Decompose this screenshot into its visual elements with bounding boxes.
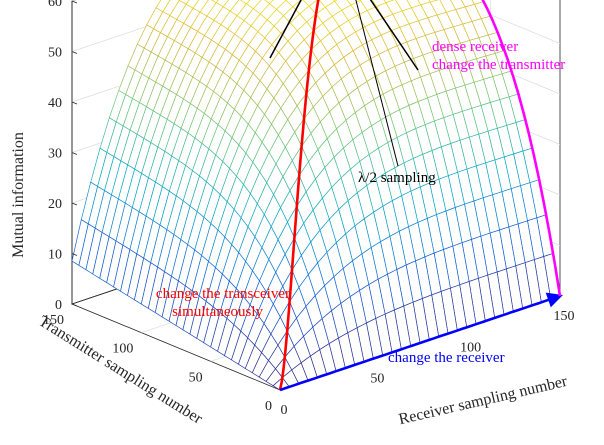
y-tick-label: 50 [189, 370, 203, 385]
z-tick-label: 10 [48, 248, 62, 263]
x-tick-label: 150 [554, 309, 575, 324]
z-tick-mark [71, 152, 78, 155]
series-curve-2 [279, 292, 563, 392]
z-tick-mark [71, 202, 78, 206]
z-tick-label: 20 [48, 197, 62, 212]
series-curve-1 [278, 0, 320, 391]
x-axis-label: Receiver sampling number [397, 373, 569, 428]
y-tick-label: 150 [43, 313, 64, 328]
annotation-4: change the receiver [388, 350, 505, 366]
z-tick-label: 0 [55, 298, 62, 313]
z-tick-label: 30 [48, 147, 62, 162]
sampling-line-2 [369, 0, 419, 71]
sampling-arrow [355, 0, 399, 167]
series-curve-3 [481, 0, 562, 297]
z-tick-label: 60 [48, 0, 62, 10]
z-tick-mark [71, 101, 78, 105]
mutual-information-surface [71, 0, 561, 391]
data-curves [278, 0, 563, 392]
z-tick-mark [71, 253, 78, 256]
annotation-6: change the transmitter [432, 57, 565, 73]
sampling-line-1 [269, 0, 302, 59]
z-tick-mark [71, 0, 78, 4]
z-tick-label: 50 [48, 46, 62, 61]
x-tick-label: 100 [460, 340, 481, 355]
annotation-2: change the transceiver [156, 286, 290, 302]
annotations: λ/2 sampling change the transceiver simult… [156, 0, 565, 366]
z-tick-mark [71, 51, 78, 54]
y-axis-label: Transmitter sampling number [35, 313, 205, 428]
x-tick-label: 0 [281, 403, 288, 418]
z-tick-mark [71, 303, 78, 307]
y-tick-label: 100 [112, 342, 133, 357]
annotation-3: simultaneously [172, 304, 263, 320]
annotation-1: λ/2 sampling [358, 170, 436, 186]
z-axis-label: Mutual information [10, 132, 27, 258]
y-tick-label: 0 [265, 399, 272, 414]
x-tick-label: 50 [370, 372, 384, 387]
z-tick-label: 40 [48, 96, 62, 111]
annotation-5: dense receiver [432, 39, 518, 55]
